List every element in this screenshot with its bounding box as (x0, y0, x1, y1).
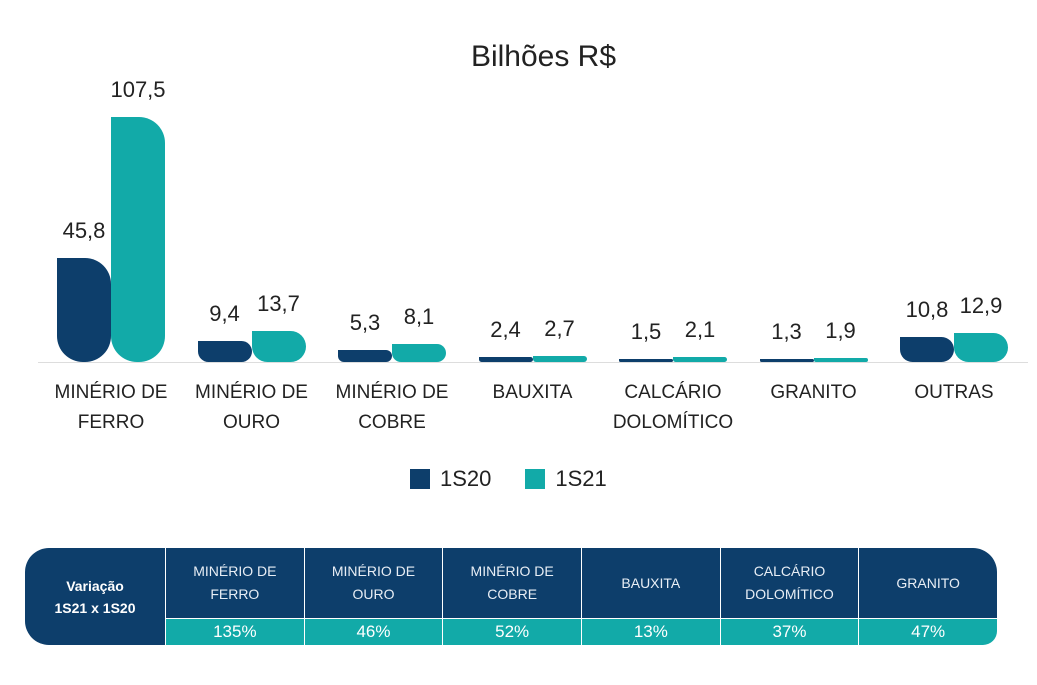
chart-title: Bilhões R$ (470, 40, 617, 73)
table-column-header: GRANITO (858, 548, 997, 618)
legend-item-1s21: 1S21 (525, 466, 607, 492)
bar-1s20 (759, 359, 814, 362)
data-label: 107,5 (110, 77, 166, 102)
legend-item-1s20: 1S20 (410, 466, 491, 492)
category-label: MINÉRIO DE OURO (195, 382, 308, 433)
x-axis-line (38, 362, 1028, 363)
bar-1s21 (813, 357, 868, 362)
category-label: CALCÁRIO DOLOMÍTICO (612, 382, 734, 433)
bar-1s20 (478, 356, 533, 362)
legend: 1S20 1S21 (410, 466, 607, 492)
data-label: 1,3 (771, 319, 802, 344)
legend-label: 1S20 (440, 466, 492, 491)
table-cell-value: 46% (303, 618, 443, 645)
bar-1s21 (111, 117, 165, 362)
data-label: 12,9 (959, 292, 1003, 318)
category-label: MINÉRIO DE FERRO (54, 382, 168, 433)
data-label: 2,7 (544, 315, 575, 341)
bar-1s21 (251, 330, 306, 362)
table-cell-value: 13% (581, 618, 720, 645)
variation-table: Variação 1S21 x 1S20 MINÉRIO DE FERRO 135… (25, 548, 997, 645)
data-label: 10,8 (905, 297, 949, 323)
bar-1s21 (532, 355, 587, 362)
legend-swatch (525, 469, 546, 489)
table-cell-value: 37% (719, 618, 859, 645)
table-column-header: BAUXITA (581, 548, 720, 618)
category-label: GRANITO (770, 382, 857, 403)
table-cell-value: 52% (442, 618, 581, 645)
table-column-header: MINÉRIO DE OURO (303, 548, 443, 618)
data-label: 45,8 (62, 217, 106, 243)
bar-1s20 (900, 337, 954, 362)
data-label: 1,9 (825, 317, 856, 343)
bar-1s20 (57, 257, 111, 362)
table-row-header: Variação 1S21 x 1S20 (25, 548, 165, 645)
data-label: 2,4 (490, 316, 521, 342)
data-label: 8,1 (403, 303, 435, 329)
data-label: 9,4 (209, 300, 240, 326)
table-column-header: CALCÁRIO DOLOMÍTICO (719, 548, 859, 618)
category-label: OUTRAS (914, 382, 994, 403)
legend-label: 1S21 (555, 466, 607, 491)
legend-swatch (410, 469, 430, 489)
table-cell-value: 47% (858, 618, 997, 645)
bar-1s21 (954, 332, 1008, 362)
bar-chart: 45,8 107,5 MINÉRIO DE FERRO 9,4 13,7 MINÉRIO … (38, 77, 1028, 433)
bar-1s21 (392, 343, 446, 362)
data-label: 13,7 (257, 290, 300, 316)
category-label: BAUXITA (492, 382, 573, 403)
data-label: 1,5 (630, 318, 662, 344)
bar-1s20 (338, 349, 392, 362)
table-cell-value: 135% (165, 618, 304, 645)
bar-1s20 (197, 340, 252, 362)
bar-1s20 (619, 358, 673, 362)
bar-1s21 (673, 357, 727, 362)
table-column-header: MINÉRIO DE FERRO (165, 548, 304, 618)
data-label: 5,3 (349, 309, 381, 335)
data-label: 2,1 (684, 317, 716, 343)
table-column-header: MINÉRIO DE COBRE (442, 548, 581, 618)
category-label: MINÉRIO DE COBRE (335, 382, 449, 433)
